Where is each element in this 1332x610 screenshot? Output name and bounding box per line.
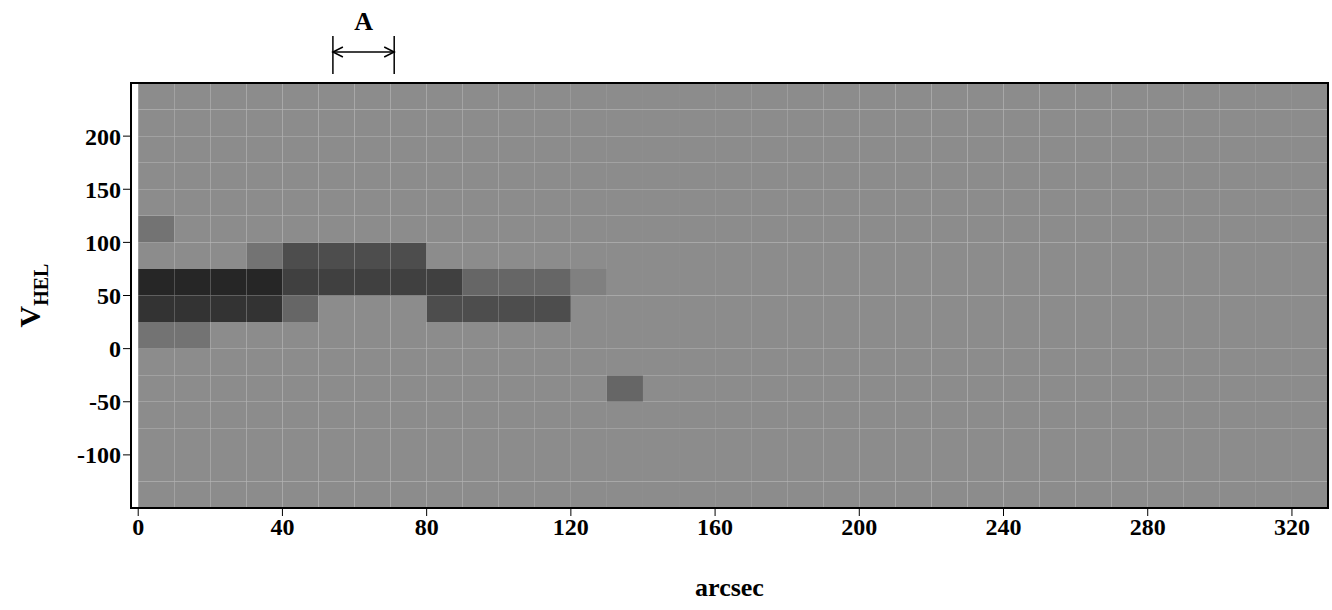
svg-text:50: 50 — [97, 283, 121, 309]
svg-text:100: 100 — [85, 230, 121, 256]
svg-text:160: 160 — [697, 514, 733, 540]
svg-text:VHEL: VHEL — [13, 264, 52, 328]
svg-text:320: 320 — [1274, 514, 1310, 540]
svg-text:A: A — [354, 7, 373, 36]
svg-text:0: 0 — [132, 514, 144, 540]
svg-text:280: 280 — [1130, 514, 1166, 540]
svg-text:240: 240 — [986, 514, 1022, 540]
svg-text:150: 150 — [85, 177, 121, 203]
svg-text:40: 40 — [270, 514, 294, 540]
svg-text:200: 200 — [841, 514, 877, 540]
svg-text:-50: -50 — [89, 389, 121, 415]
svg-text:80: 80 — [415, 514, 439, 540]
svg-text:200: 200 — [85, 124, 121, 150]
svg-text:120: 120 — [553, 514, 589, 540]
svg-text:arcsec: arcsec — [695, 573, 764, 602]
svg-text:0: 0 — [109, 336, 121, 362]
svg-text:-100: -100 — [77, 442, 121, 468]
